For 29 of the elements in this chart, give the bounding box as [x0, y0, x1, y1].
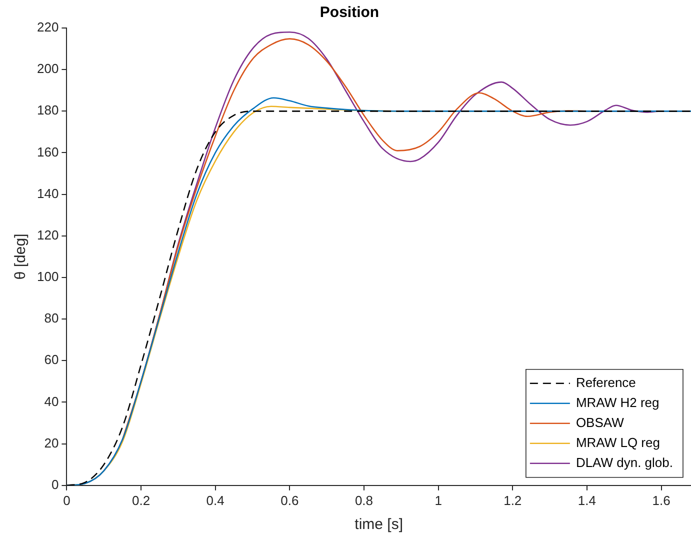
- x-tick-label: 0: [63, 492, 70, 508]
- legend-label: Reference: [576, 374, 636, 390]
- y-tick-label: 0: [51, 476, 59, 492]
- x-tick-label: 1.6: [652, 492, 670, 508]
- x-tick-label: 1.4: [578, 492, 596, 508]
- chart-title: Position: [320, 4, 380, 22]
- legend-label: OBSAW: [576, 414, 625, 430]
- y-tick-label: 140: [36, 186, 59, 201]
- x-axis-title: time [s]: [354, 516, 404, 534]
- y-axis-title: θ [deg]: [12, 234, 30, 280]
- x-tick-label: 0.4: [206, 492, 224, 508]
- y-tick-label: 100: [36, 269, 59, 284]
- x-tick-label: 0.8: [354, 492, 374, 508]
- y-tick-label: 20: [44, 435, 59, 450]
- x-tick-label: 0.2: [132, 492, 150, 508]
- y-tick-label: 200: [36, 61, 59, 76]
- y-tick-label: 80: [44, 310, 59, 326]
- y-tick-label: 220: [36, 20, 59, 35]
- y-tick-label: 120: [36, 227, 59, 242]
- y-tick-label: 160: [36, 144, 59, 160]
- legend-label: MRAW LQ reg: [576, 434, 660, 450]
- legend-label: DLAW dyn. glob.: [576, 454, 673, 470]
- x-tick-label: 1: [434, 492, 442, 508]
- x-tick-label: 0.6: [280, 492, 299, 508]
- x-tick-label: 1.2: [504, 492, 522, 508]
- legend-label: MRAW H2 reg: [576, 394, 660, 410]
- y-tick-label: 40: [44, 394, 59, 409]
- y-tick-label: 60: [44, 352, 59, 368]
- y-tick-label: 180: [36, 102, 59, 118]
